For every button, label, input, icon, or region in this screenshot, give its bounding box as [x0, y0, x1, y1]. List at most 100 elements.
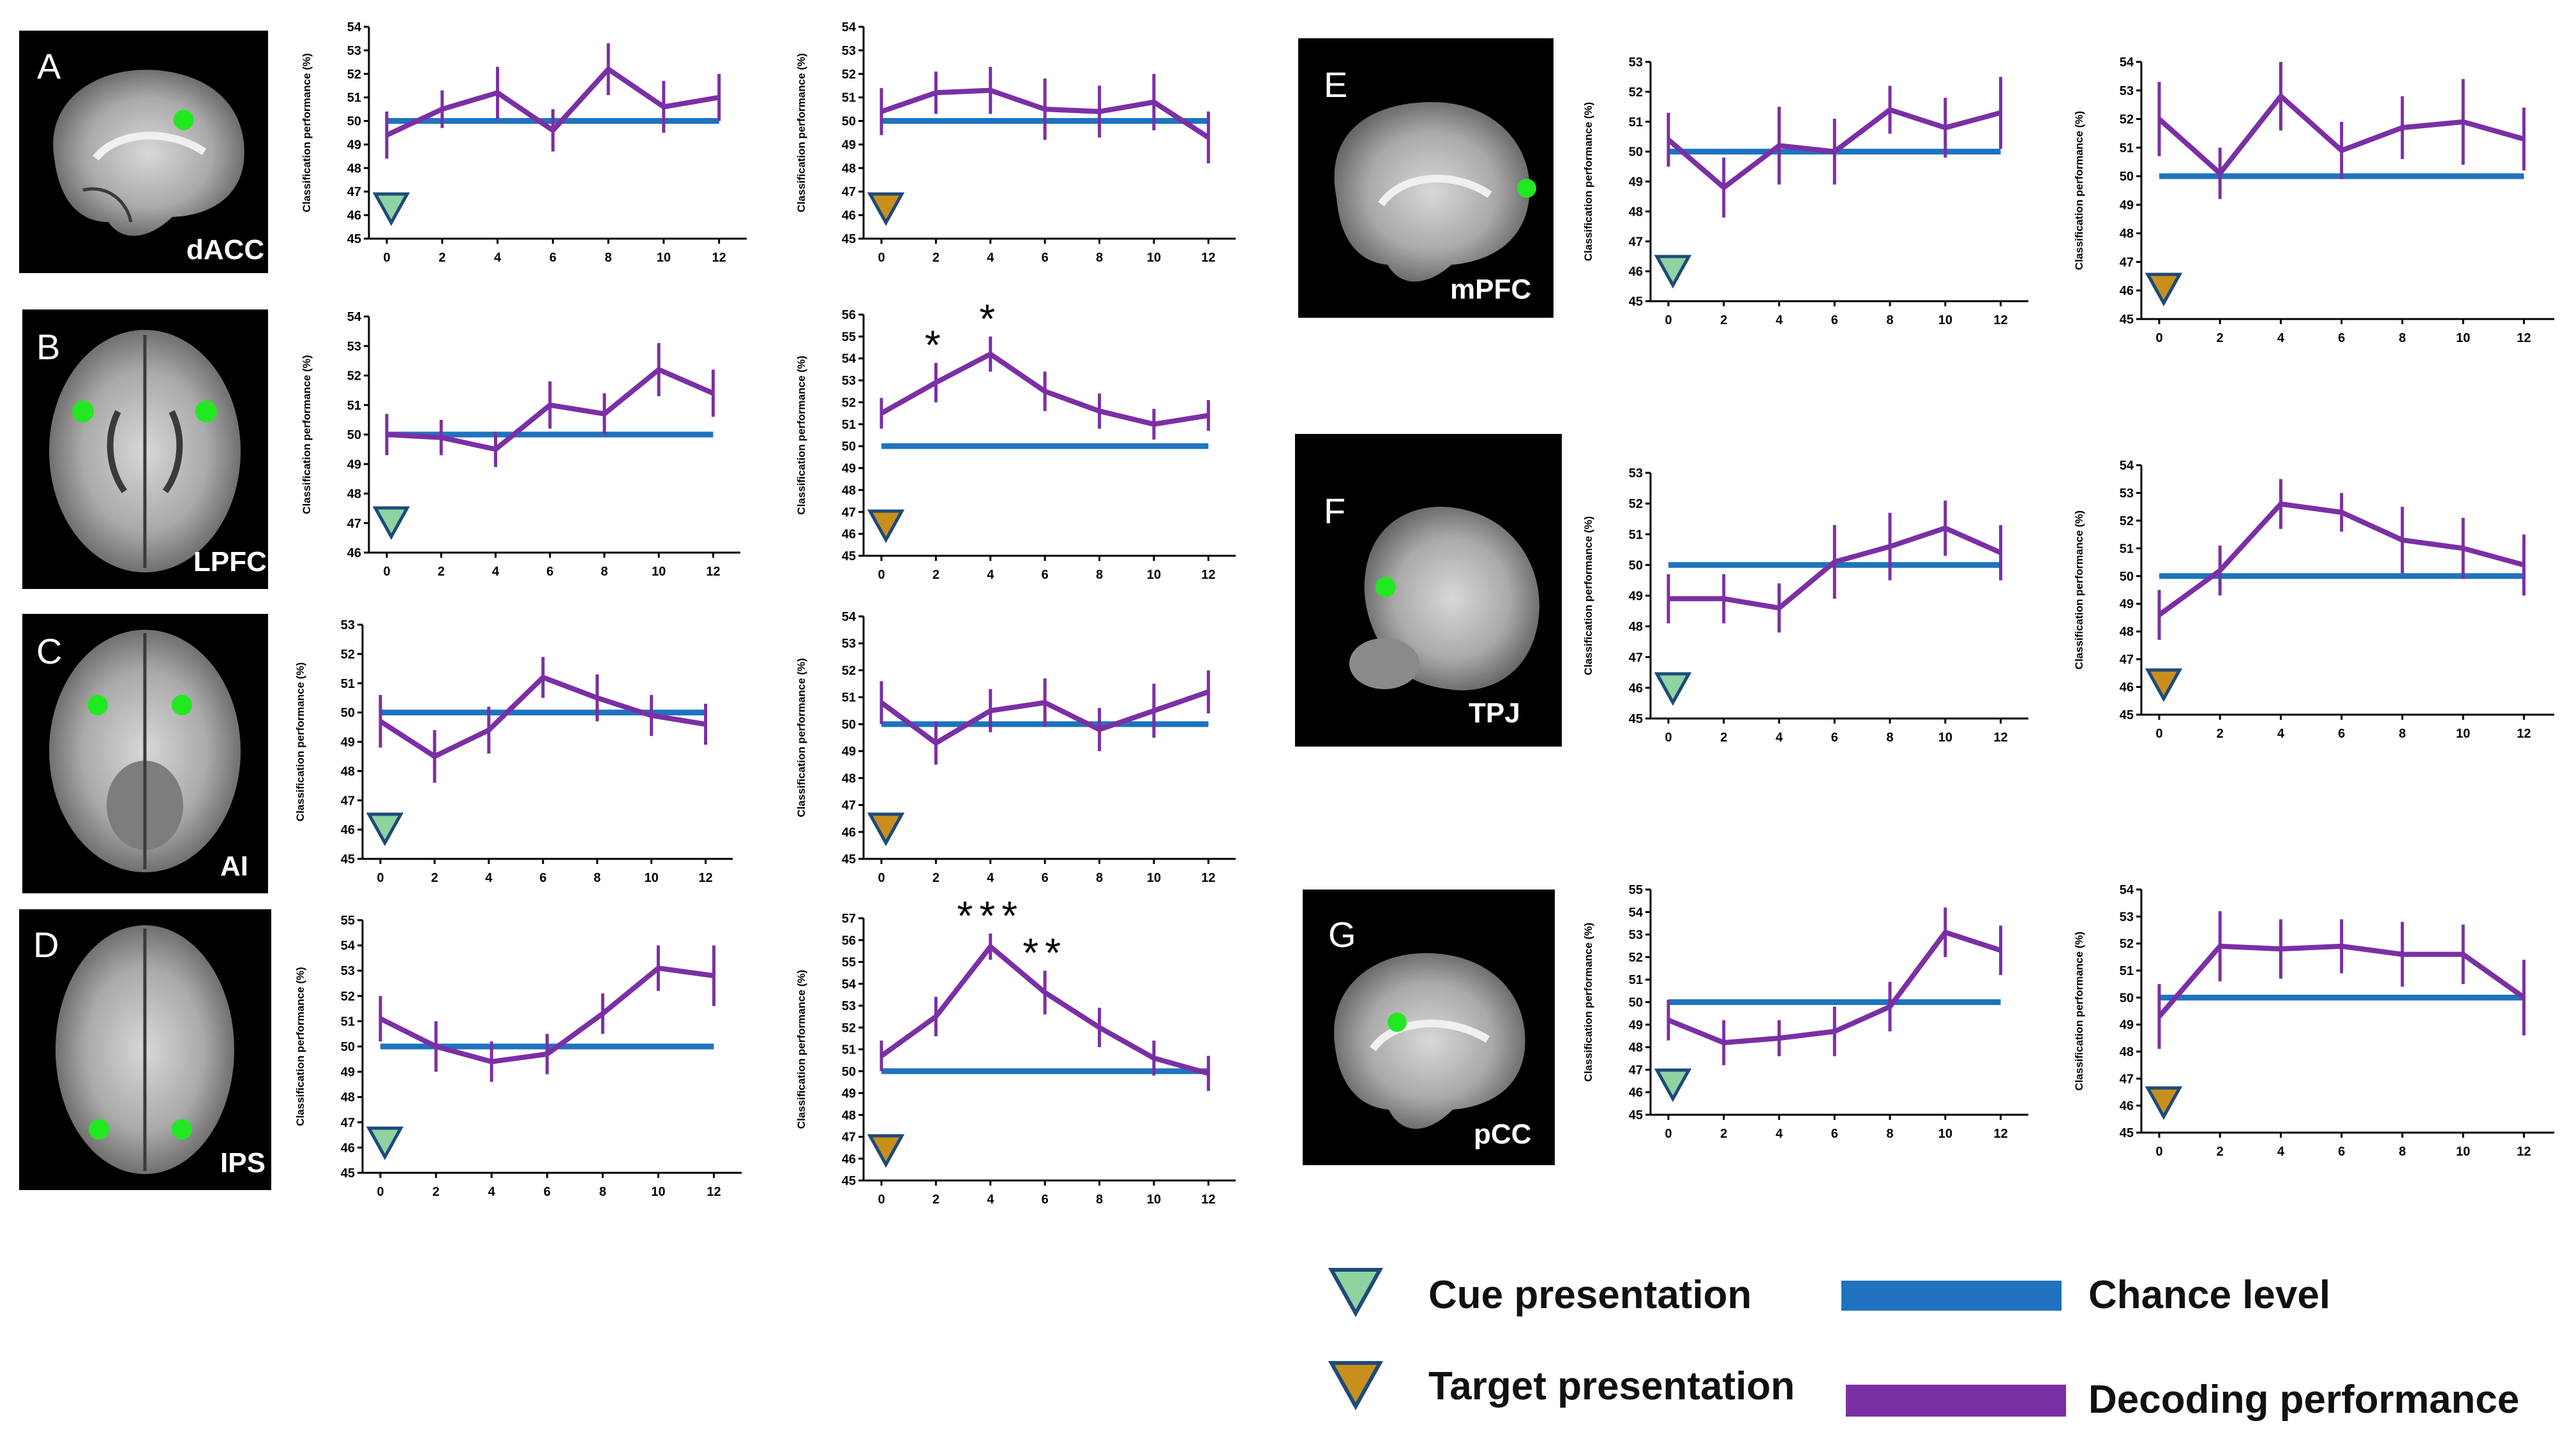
x-tick-label: 2 [431, 871, 438, 885]
data-point [380, 1018, 381, 1020]
y-tick-label: 47 [1629, 1063, 1643, 1077]
y-tick-label: 46 [347, 546, 361, 560]
cue-triangle-icon [372, 506, 410, 540]
y-tick-label: 51 [341, 677, 355, 691]
y-tick-label: 49 [347, 458, 361, 472]
x-tick-label: 8 [1887, 313, 1894, 327]
target-triangle-icon [867, 509, 905, 544]
x-tick-label: 8 [1096, 568, 1103, 582]
y-tick-label: 46 [842, 1152, 856, 1166]
legend-chance-swatch [1841, 1281, 2062, 1311]
data-point [1944, 932, 1946, 934]
y-tick-label: 51 [842, 691, 856, 705]
data-point [1778, 1037, 1780, 1039]
x-tick-label: 4 [2277, 727, 2285, 741]
y-axis-label: Classification performance (%) [2073, 510, 2085, 669]
data-point [1098, 410, 1100, 412]
y-tick-label: 53 [1629, 928, 1643, 942]
y-tick-label: 51 [1629, 528, 1643, 542]
x-tick-label: 12 [706, 565, 720, 579]
x-tick-label: 4 [1776, 731, 1783, 745]
x-tick-label: 12 [712, 251, 726, 265]
x-tick-label: 6 [546, 565, 553, 579]
y-tick-label: 53 [842, 374, 856, 388]
data-point [1208, 691, 1209, 693]
x-tick-label: 10 [1938, 1127, 1952, 1141]
y-tick-label: 53 [2120, 84, 2134, 98]
region-label: AI [220, 851, 248, 882]
x-tick-label: 8 [1887, 731, 1894, 745]
legend-decoding-label: Decoding performance [2088, 1378, 2519, 1422]
x-tick-label: 2 [1720, 313, 1727, 327]
y-tick-label: 48 [1629, 1041, 1643, 1055]
y-tick-label: 47 [1629, 651, 1643, 665]
y-tick-label: 57 [842, 912, 856, 926]
x-tick-label: 6 [1042, 1193, 1049, 1207]
x-tick-label: 12 [707, 1185, 721, 1199]
x-tick-label: 2 [433, 1185, 440, 1199]
brain-image-B: B LPFC [22, 309, 268, 589]
y-tick-label: 56 [842, 308, 856, 322]
y-tick-label: 53 [842, 44, 856, 58]
y-tick-label: 45 [2120, 708, 2134, 722]
x-tick-label: 12 [1993, 1127, 2007, 1141]
region-label: TPJ [1469, 697, 1520, 729]
data-point [497, 92, 498, 94]
data-point [1153, 101, 1155, 103]
data-point [2523, 138, 2525, 140]
data-point [1668, 138, 1669, 140]
data-point [1834, 151, 1836, 153]
y-tick-label: 53 [2120, 486, 2134, 500]
y-tick-label: 46 [2120, 1099, 2134, 1113]
y-axis-label: Classification performance (%) [301, 355, 313, 514]
x-tick-label: 8 [605, 251, 612, 265]
data-point [1778, 607, 1780, 609]
cue-triangle-icon [1654, 255, 1692, 289]
significance-marker: * [925, 322, 947, 368]
data-point [935, 1016, 937, 1018]
y-tick-label: 51 [347, 91, 361, 105]
brain-image-D: D IPS [19, 909, 271, 1190]
brain-image-F: F TPJ [1295, 434, 1562, 747]
legend-cue-triangle-icon [1328, 1268, 1384, 1318]
y-tick-label: 51 [347, 399, 361, 413]
y-tick-label: 53 [341, 618, 355, 632]
y-tick-label: 47 [842, 799, 856, 813]
data-point [440, 436, 442, 438]
y-tick-label: 46 [2120, 681, 2134, 695]
data-point [1044, 108, 1046, 110]
y-tick-label: 49 [2120, 597, 2134, 611]
y-tick-label: 48 [1629, 620, 1643, 634]
y-tick-label: 46 [842, 826, 856, 840]
x-tick-label: 2 [932, 1193, 940, 1207]
data-point [2000, 949, 2002, 951]
y-axis-label: Classification performance (%) [795, 970, 807, 1129]
x-tick-label: 8 [594, 871, 601, 885]
y-tick-label: 46 [341, 1141, 355, 1155]
data-point [1098, 110, 1100, 112]
y-tick-label: 53 [2120, 910, 2134, 924]
data-point [1723, 1042, 1725, 1044]
y-tick-label: 48 [347, 488, 361, 502]
x-tick-label: 4 [1776, 313, 1783, 327]
x-tick-label: 2 [2217, 331, 2224, 345]
data-point [602, 1013, 604, 1015]
brain-image-E: E mPFC [1298, 38, 1554, 318]
panel-letter: A [37, 46, 61, 86]
data-point [2462, 121, 2464, 123]
x-tick-label: 4 [1776, 1127, 1783, 1141]
data-point [2219, 945, 2221, 947]
y-tick-label: 48 [2120, 625, 2134, 639]
y-tick-label: 49 [341, 1066, 355, 1080]
brain-image-G: G pCC [1303, 890, 1555, 1165]
x-tick-label: 10 [1938, 731, 1952, 745]
y-tick-label: 55 [341, 914, 355, 928]
x-tick-label: 2 [932, 251, 940, 265]
data-point [1668, 1019, 1669, 1021]
